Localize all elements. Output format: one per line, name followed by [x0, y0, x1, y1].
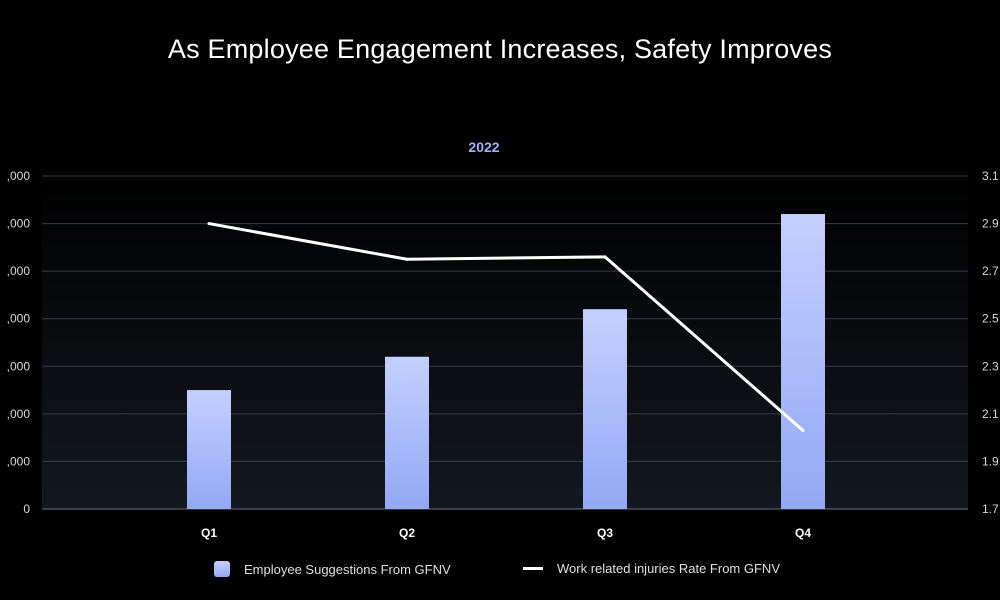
right-tick-label: 1.7 [982, 502, 999, 516]
bar[interactable] [187, 390, 231, 509]
right-tick-label: 1.9 [982, 454, 999, 468]
bar[interactable] [385, 357, 429, 509]
bar-swatch-icon [214, 561, 230, 577]
plot-background [42, 176, 968, 509]
left-tick-label: 0 [23, 502, 30, 516]
left-axis: ,000 ,000 ,000 ,000 ,000 ,000 ,000 0 [7, 169, 31, 516]
left-tick-label: ,000 [7, 359, 31, 373]
combo-chart: ,000 ,000 ,000 ,000 ,000 ,000 ,000 0 3.1 2.9 2.7 2… [0, 0, 1000, 600]
left-tick-label: ,000 [7, 169, 31, 183]
legend-label-injuries: Work related injuries Rate From GFNV [557, 561, 780, 576]
left-tick-label: ,000 [7, 312, 31, 326]
right-tick-label: 2.3 [982, 359, 999, 373]
left-tick-label: ,000 [7, 454, 31, 468]
right-tick-label: 2.1 [982, 407, 999, 421]
x-tick-label: Q1 [201, 526, 217, 540]
right-tick-label: 2.9 [982, 217, 999, 231]
legend-item-injuries[interactable]: Work related injuries Rate From GFNV [523, 561, 780, 576]
right-tick-label: 2.7 [982, 264, 999, 278]
right-tick-label: 3.1 [982, 169, 999, 183]
x-tick-label: Q3 [597, 526, 613, 540]
legend-label-suggestions: Employee Suggestions From GFNV [244, 562, 451, 577]
legend-item-suggestions[interactable]: Employee Suggestions From GFNV [214, 561, 451, 577]
left-tick-label: ,000 [7, 264, 31, 278]
right-axis: 3.1 2.9 2.7 2.5 2.3 2.1 1.9 1.7 [982, 169, 999, 516]
x-tick-label: Q2 [399, 526, 415, 540]
line-swatch-icon [523, 567, 543, 570]
line-point[interactable] [208, 222, 211, 225]
legend: Employee Suggestions From GFNV Work rela… [0, 561, 1000, 583]
line-point[interactable] [406, 258, 409, 261]
line-point[interactable] [604, 255, 607, 258]
line-point[interactable] [802, 429, 805, 432]
left-tick-label: ,000 [7, 407, 31, 421]
x-tick-label: Q4 [795, 526, 811, 540]
x-axis: Q1 Q2 Q3 Q4 [201, 526, 811, 540]
bar[interactable] [583, 309, 627, 509]
left-tick-label: ,000 [7, 217, 31, 231]
bar[interactable] [781, 214, 825, 509]
right-tick-label: 2.5 [982, 312, 999, 326]
